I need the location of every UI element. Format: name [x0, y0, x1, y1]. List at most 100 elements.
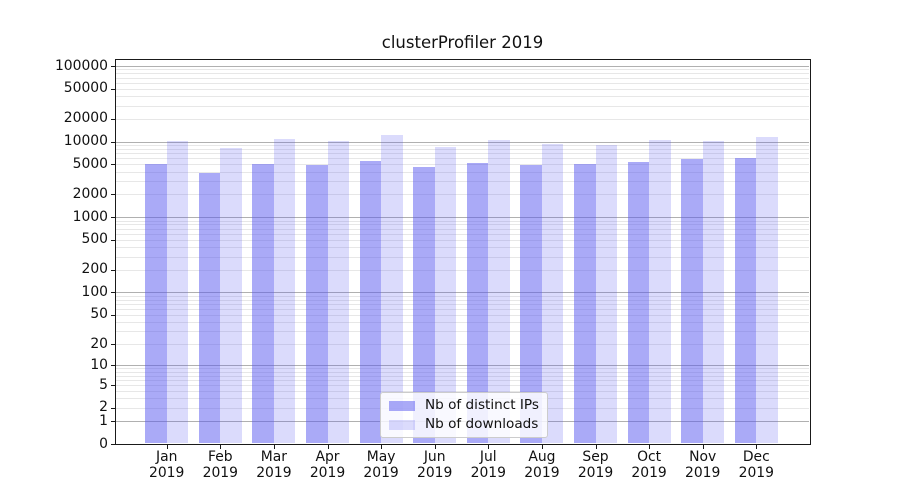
gridline-minor-5 — [116, 385, 809, 386]
gridline-minor-2000 — [116, 194, 809, 195]
bar-downloads-apr — [327, 140, 349, 443]
spine-left — [115, 59, 116, 445]
bar-downloads-oct — [649, 139, 671, 443]
x-tick-may — [381, 445, 382, 449]
gridline-minor-30000 — [116, 106, 809, 107]
gridline-minor-60000 — [116, 83, 809, 84]
y-tick-2000 — [111, 194, 115, 195]
gridline-minor-7 — [116, 376, 809, 377]
bar-downloads-aug — [541, 143, 564, 443]
bar-distinct-ips-dec — [734, 157, 757, 443]
gridline-minor-9 — [116, 368, 809, 369]
x-tick-mar — [274, 445, 275, 449]
y-tick-50 — [111, 315, 115, 316]
bar-distinct-ips-may — [359, 160, 382, 443]
gridline-minor-6000 — [116, 158, 809, 159]
chart-title: clusterProfiler 2019 — [381, 33, 544, 52]
legend-swatch-distinct-ips — [389, 400, 415, 411]
x-tick-label-oct: Oct 2019 — [631, 449, 667, 481]
gridline-major-100 — [116, 292, 809, 293]
y-tick-label-100000: 100000 — [54, 57, 108, 74]
gridline-minor-40000 — [116, 96, 809, 97]
x-tick-oct — [649, 445, 650, 449]
legend-label-distinct-ips: Nb of distinct IPs — [425, 397, 539, 413]
y-tick-label-20: 20 — [90, 335, 108, 352]
y-tick-0 — [111, 444, 115, 445]
x-tick-apr — [328, 445, 329, 449]
y-tick-200 — [111, 270, 115, 271]
x-tick-jun — [435, 445, 436, 449]
x-tick-label-dec: Dec 2019 — [738, 449, 774, 481]
gridline-minor-20 — [116, 344, 809, 345]
x-tick-aug — [542, 445, 543, 449]
gridline-major-10 — [116, 365, 809, 366]
bar-downloads-may — [381, 134, 403, 443]
y-tick-1 — [111, 421, 115, 422]
x-tick-label-nov: Nov 2019 — [685, 449, 721, 481]
bar-downloads-mar — [273, 139, 296, 443]
bar-distinct-ips-sep — [574, 164, 596, 443]
y-tick-label-20000: 20000 — [63, 110, 108, 127]
x-tick-label-jul: Jul 2019 — [470, 449, 506, 481]
legend-swatch-downloads — [389, 419, 415, 430]
x-tick-label-sep: Sep 2019 — [577, 449, 614, 481]
gridline-minor-600 — [116, 234, 809, 235]
y-tick-label-50: 50 — [90, 306, 108, 323]
gridline-minor-30 — [116, 331, 809, 332]
y-tick-2 — [111, 408, 115, 409]
y-tick-10 — [111, 365, 115, 366]
gridline-minor-300 — [116, 257, 809, 258]
bar-downloads-jun — [434, 147, 457, 443]
gridline-minor-7000 — [116, 153, 809, 154]
gridline-minor-4000 — [116, 172, 809, 173]
x-tick-dec — [756, 445, 757, 449]
legend-entry-distinct-ips: Nb of distinct IPs — [389, 398, 539, 413]
spine-right — [810, 59, 811, 445]
gridline-minor-80 — [116, 300, 809, 301]
y-tick-20000 — [111, 119, 115, 120]
x-tick-jul — [488, 445, 489, 449]
gridline-minor-3000 — [116, 181, 809, 182]
y-tick-5 — [111, 385, 115, 386]
bar-downloads-feb — [220, 147, 242, 443]
x-tick-label-jan: Jan 2019 — [149, 449, 185, 481]
gridline-minor-8000 — [116, 149, 809, 150]
gridline-minor-90000 — [116, 69, 809, 70]
bar-downloads-jul — [488, 139, 510, 443]
y-tick-500 — [111, 240, 115, 241]
x-tick-label-jun: Jun 2019 — [417, 449, 453, 481]
bar-distinct-ips-apr — [306, 164, 328, 443]
gridline-major-100000 — [116, 66, 809, 67]
legend-entry-downloads: Nb of downloads — [389, 417, 539, 432]
legend-label-downloads: Nb of downloads — [425, 416, 539, 432]
gridline-minor-6 — [116, 380, 809, 381]
spine-bottom — [115, 444, 811, 445]
gridline-minor-70000 — [116, 78, 809, 79]
gridline-minor-4 — [116, 391, 809, 392]
gridline-major-1000 — [116, 217, 809, 218]
y-tick-label-10: 10 — [90, 356, 108, 373]
gridline-minor-40 — [116, 322, 809, 323]
bar-distinct-ips-aug — [520, 165, 542, 443]
y-tick-label-0: 0 — [99, 435, 108, 452]
y-tick-100000 — [111, 66, 115, 67]
gridline-minor-800 — [116, 224, 809, 225]
y-tick-label-1: 1 — [99, 412, 108, 429]
y-tick-5000 — [111, 164, 115, 165]
x-tick-nov — [703, 445, 704, 449]
bar-distinct-ips-nov — [681, 158, 703, 443]
bar-downloads-dec — [756, 136, 778, 443]
gridline-minor-400 — [116, 247, 809, 248]
y-tick-label-100: 100 — [81, 284, 108, 300]
bar-downloads-jan — [166, 141, 189, 443]
gridline-minor-5000 — [116, 164, 809, 165]
y-tick-label-1000: 1000 — [72, 208, 108, 225]
bar-distinct-ips-jun — [413, 167, 435, 443]
x-tick-sep — [596, 445, 597, 449]
y-tick-10000 — [111, 142, 115, 143]
y-tick-label-10000: 10000 — [63, 133, 108, 150]
